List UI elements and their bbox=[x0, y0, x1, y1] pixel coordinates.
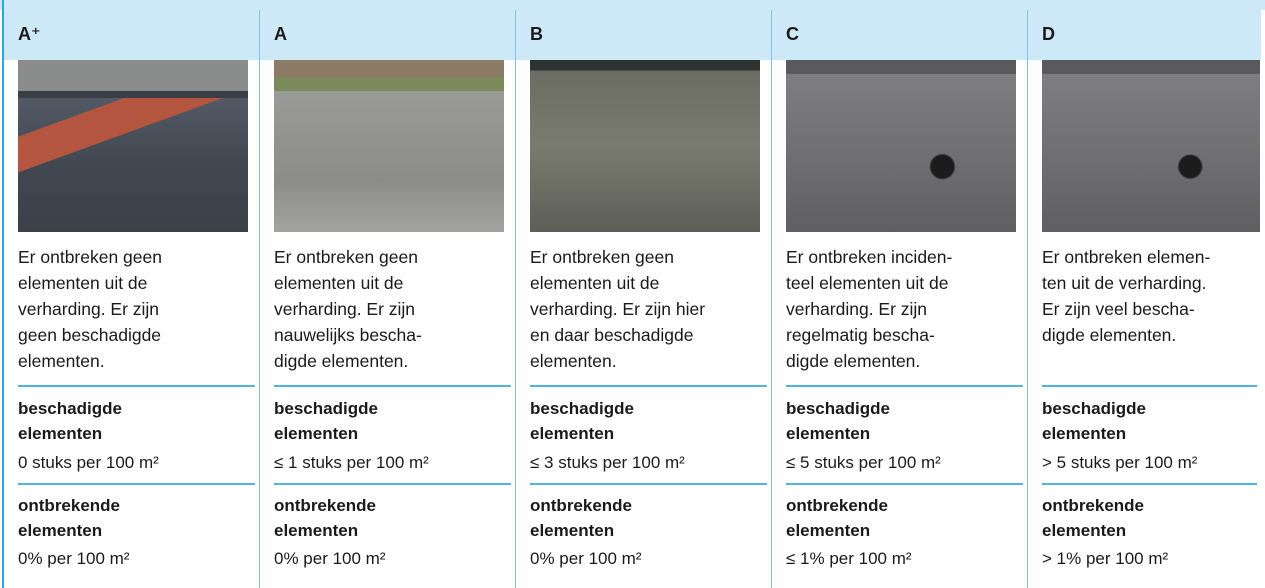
description-line: teel elementen uit de bbox=[786, 273, 949, 293]
grade-header: C bbox=[772, 10, 1027, 60]
description-line: elementen uit de bbox=[274, 273, 404, 293]
grade-column: A Er ontbreken geen elementen uit de verhar… bbox=[260, 10, 516, 588]
pavement-photo bbox=[1042, 60, 1260, 232]
description-line: digde elementen. bbox=[786, 351, 921, 371]
separator bbox=[274, 385, 511, 387]
damaged-label: beschadigde elementen bbox=[18, 399, 122, 443]
left-border bbox=[2, 0, 4, 588]
description-line: elementen. bbox=[18, 351, 105, 371]
grade-header: B bbox=[516, 10, 771, 60]
top-band bbox=[0, 0, 1265, 10]
description-line: verharding. Er zijn hier bbox=[530, 299, 706, 319]
damaged-label: beschadigde elementen bbox=[1042, 399, 1146, 443]
description-line: Er ontbreken elemen- bbox=[1042, 247, 1211, 267]
description-line: verharding. Er zijn bbox=[786, 299, 928, 319]
grade-column: C Er ontbreken inciden-teel elementen uit… bbox=[772, 10, 1028, 588]
description-line: en daar beschadigde bbox=[530, 325, 694, 345]
damaged-value: ≤ 5 stuks per 100 m² bbox=[786, 453, 941, 472]
grade-header: A bbox=[260, 10, 515, 60]
pavement-photo bbox=[274, 60, 504, 232]
separator bbox=[1042, 483, 1257, 485]
description-line: Er zijn veel bescha- bbox=[1042, 299, 1195, 319]
separator bbox=[786, 385, 1023, 387]
separator bbox=[274, 483, 511, 485]
description: Er ontbreken elemen-ten uit de verhardin… bbox=[1042, 244, 1210, 348]
description-line: ten uit de verharding. bbox=[1042, 273, 1207, 293]
pavement-photo bbox=[530, 60, 760, 232]
description-line: elementen uit de bbox=[530, 273, 660, 293]
separator bbox=[786, 483, 1023, 485]
grade-header: D bbox=[1028, 10, 1261, 60]
description-line: regelmatig bescha- bbox=[786, 325, 935, 345]
damaged-value: ≤ 1 stuks per 100 m² bbox=[274, 453, 429, 472]
damaged-value: 0 stuks per 100 m² bbox=[18, 453, 159, 472]
grade-column: B Er ontbreken geen elementen uit de verhar… bbox=[516, 10, 772, 588]
missing-value: > 1% per 100 m² bbox=[1042, 549, 1169, 568]
damaged-value: > 5 stuks per 100 m² bbox=[1042, 453, 1198, 472]
missing-label: ontbrekende elementen bbox=[1042, 496, 1145, 540]
missing-label: ontbrekende elementen bbox=[530, 496, 633, 540]
missing-value: 0% per 100 m² bbox=[18, 549, 130, 568]
missing-value: ≤ 1% per 100 m² bbox=[786, 549, 912, 568]
description-line: Er ontbreken geen bbox=[18, 247, 162, 267]
grade-header: A⁺ bbox=[4, 10, 259, 60]
description: Er ontbreken geen elementen uit de verhard… bbox=[274, 244, 422, 374]
missing-label: ontbrekende elementen bbox=[274, 496, 377, 540]
description-line: geen beschadigde bbox=[18, 325, 162, 345]
pavement-photo bbox=[18, 60, 248, 232]
description-line: verharding. Er zijn bbox=[18, 299, 160, 319]
description-line: elementen. bbox=[530, 351, 617, 371]
grade-column: D Er ontbreken elemen-ten uit de verhardi… bbox=[1028, 10, 1261, 588]
grade-table: A⁺ Er ontbreken geen elementen uit de verha… bbox=[4, 10, 1265, 588]
description-line: elementen uit de bbox=[18, 273, 148, 293]
missing-value: 0% per 100 m² bbox=[530, 549, 642, 568]
description-line: nauwelijks bescha- bbox=[274, 325, 422, 345]
damaged-label: beschadigde elementen bbox=[786, 399, 890, 443]
description: Er ontbreken geen elementen uit de verhard… bbox=[530, 244, 705, 374]
separator bbox=[1042, 385, 1257, 387]
damaged-label: beschadigde elementen bbox=[530, 399, 634, 443]
separator bbox=[18, 483, 255, 485]
grade-column: A⁺ Er ontbreken geen elementen uit de verha… bbox=[4, 10, 260, 588]
pavement-photo bbox=[786, 60, 1016, 232]
separator bbox=[530, 483, 767, 485]
description-line: verharding. Er zijn bbox=[274, 299, 416, 319]
description-line: digde elementen. bbox=[1042, 325, 1177, 345]
missing-label: ontbrekende elementen bbox=[18, 496, 121, 540]
separator bbox=[530, 385, 767, 387]
damaged-value: ≤ 3 stuks per 100 m² bbox=[530, 453, 685, 472]
description-line: digde elementen. bbox=[274, 351, 409, 371]
missing-label: ontbrekende elementen bbox=[786, 496, 889, 540]
description-line: Er ontbreken geen bbox=[274, 247, 418, 267]
description-line: Er ontbreken geen bbox=[530, 247, 674, 267]
description-line: Er ontbreken inciden- bbox=[786, 247, 953, 267]
missing-value: 0% per 100 m² bbox=[274, 549, 386, 568]
separator bbox=[18, 385, 255, 387]
description: Er ontbreken inciden-teel elementen uit … bbox=[786, 244, 952, 374]
description: Er ontbreken geen elementen uit de verhard… bbox=[18, 244, 162, 374]
damaged-label: beschadigde elementen bbox=[274, 399, 378, 443]
